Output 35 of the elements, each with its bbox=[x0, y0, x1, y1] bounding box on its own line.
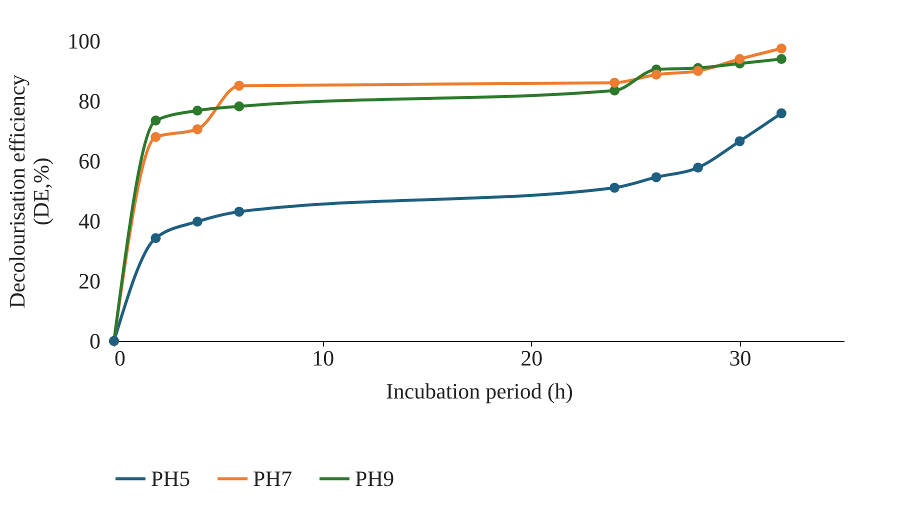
y-tick-label: 60 bbox=[78, 148, 100, 174]
x-axis-title: Incubation period (h) bbox=[386, 378, 573, 404]
point bbox=[150, 116, 161, 126]
point bbox=[651, 70, 662, 80]
point bbox=[234, 206, 244, 217]
point bbox=[150, 233, 161, 244]
x-tick-label: 10 bbox=[312, 346, 334, 370]
legend-label: PH5 bbox=[151, 466, 190, 491]
point bbox=[150, 132, 161, 142]
x-tick-label: 0 bbox=[114, 346, 126, 370]
point bbox=[734, 136, 745, 146]
point bbox=[776, 108, 786, 118]
y-tick-label: 20 bbox=[78, 268, 100, 294]
point bbox=[693, 66, 703, 76]
y-axis-title: Decolourisation efficiency (DE,%) bbox=[4, 74, 54, 308]
point bbox=[192, 124, 202, 134]
point bbox=[776, 44, 786, 54]
x-tick-label: 30 bbox=[729, 346, 752, 370]
y-tick-label: 40 bbox=[78, 208, 100, 234]
point bbox=[192, 216, 202, 227]
y-tick-label: 100 bbox=[68, 28, 100, 54]
point bbox=[610, 78, 620, 88]
x-tick-label: 20 bbox=[520, 346, 543, 370]
point bbox=[610, 182, 620, 193]
point bbox=[693, 162, 703, 173]
point bbox=[651, 172, 662, 182]
point bbox=[734, 54, 745, 64]
legend-label: PH7 bbox=[253, 466, 292, 491]
y-tick-label: 0 bbox=[90, 328, 100, 354]
point bbox=[234, 101, 244, 112]
point bbox=[776, 54, 786, 64]
legend-label: PH9 bbox=[355, 466, 394, 491]
point bbox=[234, 80, 244, 91]
y-tick-label: 80 bbox=[78, 88, 100, 114]
point bbox=[192, 106, 202, 116]
